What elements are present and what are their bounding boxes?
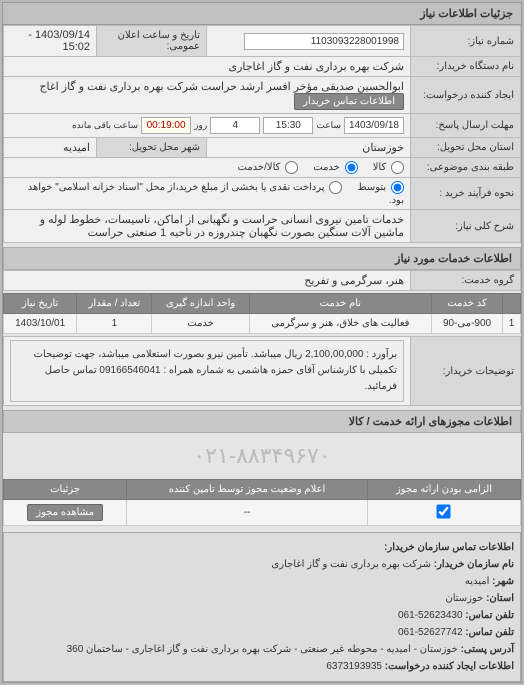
deadline-label: مهلت ارسال پاسخ: (411, 114, 521, 138)
contact-title: اطلاعات تماس سازمان خریدار: (384, 542, 514, 553)
buyer-label: نام دستگاه خریدار: (411, 57, 521, 77)
svc-group-value: هنر، سرگرمی و تفریح (4, 271, 411, 291)
auth-col-mandatory: الزامی بودن ارائه مجوز (367, 480, 520, 500)
notes-row: توضیحات خریدار: برآورد : 2,100,00,000 ری… (3, 336, 521, 406)
contact-fax-label: تلفن تماس: (465, 627, 514, 638)
pkg-opt-service[interactable]: خدمت (313, 162, 357, 173)
deadline-date: 1403/09/18 (344, 117, 404, 134)
announce-label: تاریخ و ساعت اعلان عمومی: (97, 26, 207, 57)
pay-options: بتوسط پرداخت نقدی یا بخشی از مبلغ خرید،ا… (4, 178, 411, 210)
deadline-hour: 15:30 (263, 117, 313, 134)
pay-radio-a[interactable] (391, 181, 404, 194)
requester-label: ایجاد کننده درخواست: (411, 77, 521, 114)
watermark: ۰۲۱-۸۸۳۴۹۶۷۰ (3, 433, 521, 479)
pay-opt-a[interactable]: بتوسط (357, 182, 404, 193)
countdown-label: ساعت باقی مانده (72, 120, 138, 130)
deadline-days: 4 (210, 117, 260, 134)
auth-status: -- (127, 500, 368, 526)
request-form: شماره نیاز: 1103093228001998 تاریخ و ساع… (3, 25, 521, 243)
contact-tel-label: تلفن تماس: (465, 610, 514, 621)
notes-label: توضیحات خریدار: (411, 337, 521, 406)
requester-value: ابوالحسین صدیقی مؤخر افسر ارشد حراست شرک… (39, 81, 404, 93)
contact-org-label: نام سازمان خریدار: (434, 559, 514, 570)
col-idx (502, 294, 520, 314)
table-header-row: کد خدمت نام خدمت واحد اندازه گیری تعداد … (4, 294, 521, 314)
buyer-contact-button[interactable]: اطلاعات تماس خریدار (294, 93, 404, 110)
contact-addr: خوزستان - امیدیه - محوطه غیر صنعتی - شرک… (67, 644, 458, 655)
notes-text: برآورد : 2,100,00,000 ریال میباشد. تأمین… (10, 340, 404, 402)
province-label: استان محل تحویل: (411, 138, 521, 158)
deadline-hour-label: ساعت (316, 120, 341, 130)
desc-value: خدمات تامین نیروی انسانی حراست و نگهبانی… (4, 210, 411, 243)
cell-date: 1403/10/01 (4, 314, 77, 334)
auth-col-status: اعلام وضعیت مجوز توسط تامین کننده (127, 480, 368, 500)
desc-label: شرح کلی نیاز: (411, 210, 521, 243)
auth-section-title: اطلاعات مجوزهای ارائه خدمت / کالا (3, 410, 521, 433)
auth-col-details: جزئیات (4, 480, 127, 500)
contact-box: اطلاعات تماس سازمان خریدار: نام سازمان خ… (3, 532, 521, 682)
contact-prov-label: استان: (486, 593, 514, 604)
pkg-options: کالا خدمت کالا/خدمت (4, 158, 411, 178)
city-label: شهر محل تحویل: (97, 138, 207, 158)
deadline-days-label: روز (194, 120, 207, 130)
panel-title: جزئیات اطلاعات نیاز (3, 3, 521, 25)
pkg-radio-both[interactable] (285, 161, 298, 174)
contact-post-label: اطلاعات ایجاد کننده درخواست: (385, 661, 514, 672)
cell-name: فعالیت های خلاق، هنر و سرگرمی (249, 314, 431, 334)
contact-city: امیدیه (465, 576, 490, 587)
buyer-value: شرکت بهره برداری نفت و گاز اغاجاری (4, 57, 411, 77)
contact-post: 6373193935 (326, 661, 382, 672)
col-unit: واحد اندازه گیری (152, 294, 249, 314)
reqnum-value: 1103093228001998 (244, 33, 404, 50)
services-table: کد خدمت نام خدمت واحد اندازه گیری تعداد … (3, 293, 521, 334)
countdown: 00:19:00 (141, 117, 191, 134)
svc-group-label: گروه خدمت: (411, 271, 521, 291)
cell-unit: خدمت (152, 314, 249, 334)
svc-group-row: گروه خدمت: هنر، سرگرمی و تفریح (3, 270, 521, 291)
contact-prov: خوزستان (445, 593, 483, 604)
col-code: کد خدمت (432, 294, 503, 314)
svc-section-title: اطلاعات خدمات مورد نیاز (3, 247, 521, 270)
col-qty: تعداد / مقدار (77, 294, 152, 314)
pkg-label: طبقه بندی موضوعی: (411, 158, 521, 178)
auth-header-row: الزامی بودن ارائه مجوز اعلام وضعیت مجوز … (4, 480, 521, 500)
col-name: نام خدمت (249, 294, 431, 314)
contact-addr-label: آدرس پستی: (461, 644, 514, 655)
main-panel: جزئیات اطلاعات نیاز شماره نیاز: 11030932… (2, 2, 522, 683)
contact-fax: 52627742-061 (398, 627, 463, 638)
pkg-opt-goods[interactable]: کالا (373, 162, 404, 173)
pay-radio-b[interactable] (329, 181, 342, 194)
cell-idx: 1 (502, 314, 520, 334)
city-value: امیدیه (4, 138, 97, 158)
mandatory-checkbox[interactable] (437, 504, 451, 518)
pkg-opt-both[interactable]: کالا/خدمت (238, 162, 299, 173)
province-value: خوزستان (207, 138, 411, 158)
contact-tel: 52623430-061 (398, 610, 463, 621)
auth-row: -- مشاهده مجوز (4, 500, 521, 526)
table-row: 1 900-می-90 فعالیت های خلاق، هنر و سرگرم… (4, 314, 521, 334)
cell-qty: 1 (77, 314, 152, 334)
pkg-radio-goods[interactable] (391, 161, 404, 174)
announce-value: 1403/09/14 - 15:02 (4, 26, 97, 57)
cell-code: 900-می-90 (432, 314, 503, 334)
auth-table: الزامی بودن ارائه مجوز اعلام وضعیت مجوز … (3, 479, 521, 526)
contact-city-label: شهر: (492, 576, 514, 587)
col-date: تاریخ نیاز (4, 294, 77, 314)
contact-org: شرکت بهره برداری نفت و گاز اغاجاری (271, 559, 431, 570)
pay-label: نحوه فرآیند خرید : (411, 178, 521, 210)
pay-opt-b[interactable]: پرداخت نقدی یا بخشی از مبلغ خرید،از محل … (28, 182, 404, 206)
view-license-button[interactable]: مشاهده مجوز (27, 504, 103, 521)
pkg-radio-service[interactable] (345, 161, 358, 174)
reqnum-label: شماره نیاز: (411, 26, 521, 57)
